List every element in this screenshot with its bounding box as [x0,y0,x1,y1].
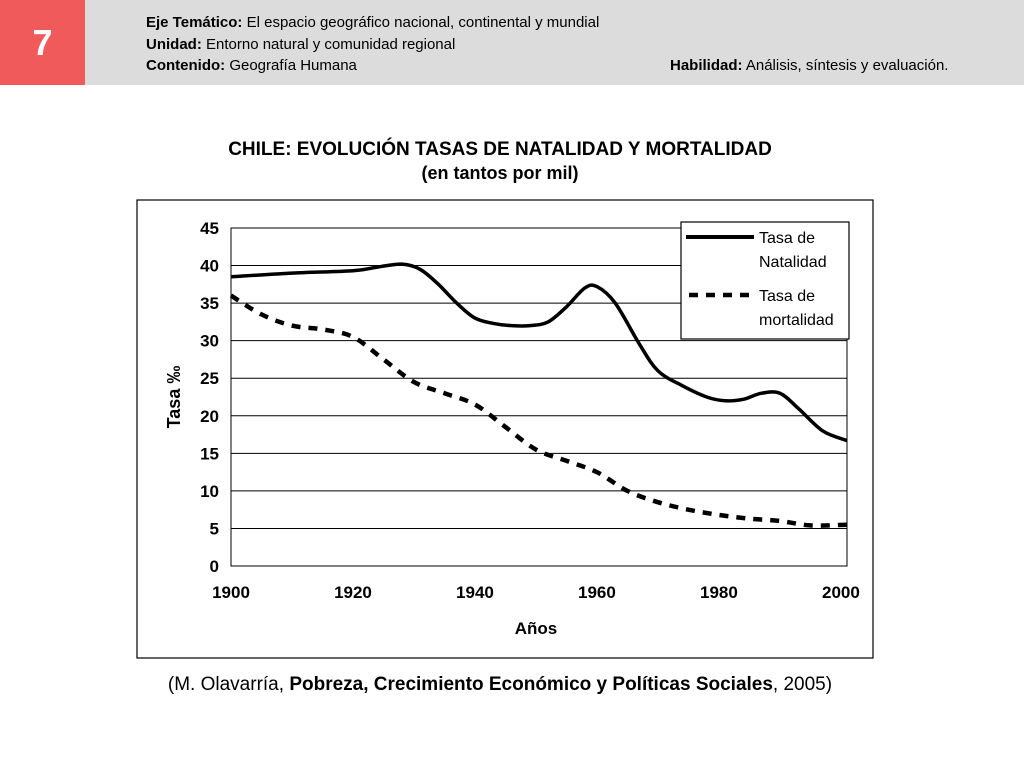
header-eje-tematico: Eje Temático: El espacio geográfico naci… [146,13,599,32]
y-tick-label-30: 30 [200,332,219,351]
y-tick-label-20: 20 [200,407,219,426]
x-tick-label-1900: 1900 [212,583,250,602]
y-tick-label-5: 5 [210,519,219,538]
y-tick-label-0: 0 [210,557,219,576]
source-book-title: Pobreza, Crecimiento Económico y Polític… [289,674,773,695]
x-tick-label-1960: 1960 [578,583,616,602]
x-tick-label-1980: 1980 [700,583,738,602]
slide-header: 7 Eje Temático: El espacio geográfico na… [0,0,1024,85]
unidad-value: Entorno natural y comunidad regional [206,36,456,53]
x-tick-label-1920: 1920 [334,583,372,602]
legend-label-mortalidad-line2: mortalidad [759,312,834,329]
unidad-label: Unidad: [146,36,202,53]
eje-value: El espacio geográfico nacional, continen… [246,14,600,31]
legend-label-mortalidad-line1: Tasa de [759,288,815,305]
chart-subtitle: (en tantos por mil) [421,163,579,183]
header-unidad: Unidad: Entorno natural y comunidad regi… [146,35,455,54]
y-axis-title: Tasa ‰ [164,366,184,429]
chart-title: CHILE: EVOLUCIÓN TASAS DE NATALIDAD Y MO… [228,139,772,160]
chart-source: (M. Olavarría, Pobreza, Crecimiento Econ… [130,674,870,696]
source-open: (M. Olavarría, [167,674,290,695]
y-tick-label-45: 45 [200,219,219,238]
series-line-mortalidad [229,293,848,528]
y-tick-label-35: 35 [200,294,219,313]
habilidad-label: Habilidad: [670,57,743,74]
y-tick-label-25: 25 [200,369,219,388]
source-close: , 2005) [772,674,833,695]
eje-label: Eje Temático: [146,14,243,31]
contenido-label: Contenido: [146,57,226,74]
habilidad-value: Análisis, síntesis y evaluación. [745,57,949,74]
contenido-value: Geografía Humana [229,57,357,74]
y-tick-label-40: 40 [200,257,219,276]
x-tick-label-2000: 2000 [822,583,860,602]
header-habilidad: Habilidad: Análisis, síntesis y evaluaci… [670,56,948,75]
x-axis-title: Años [515,619,558,638]
header-contenido: Contenido: Geografía Humana [146,56,357,75]
y-tick-label-10: 10 [200,482,219,501]
legend-box [680,221,850,340]
legend-label-natalidad-line2: Natalidad [759,254,827,271]
x-tick-label-1940: 1940 [456,583,494,602]
slide-number-badge: 7 [0,0,85,85]
series-line-natalidad [230,262,848,443]
y-tick-label-15: 15 [200,444,219,463]
plot-area-border [230,227,848,567]
legend-label-natalidad-line1: Tasa de [759,230,815,247]
